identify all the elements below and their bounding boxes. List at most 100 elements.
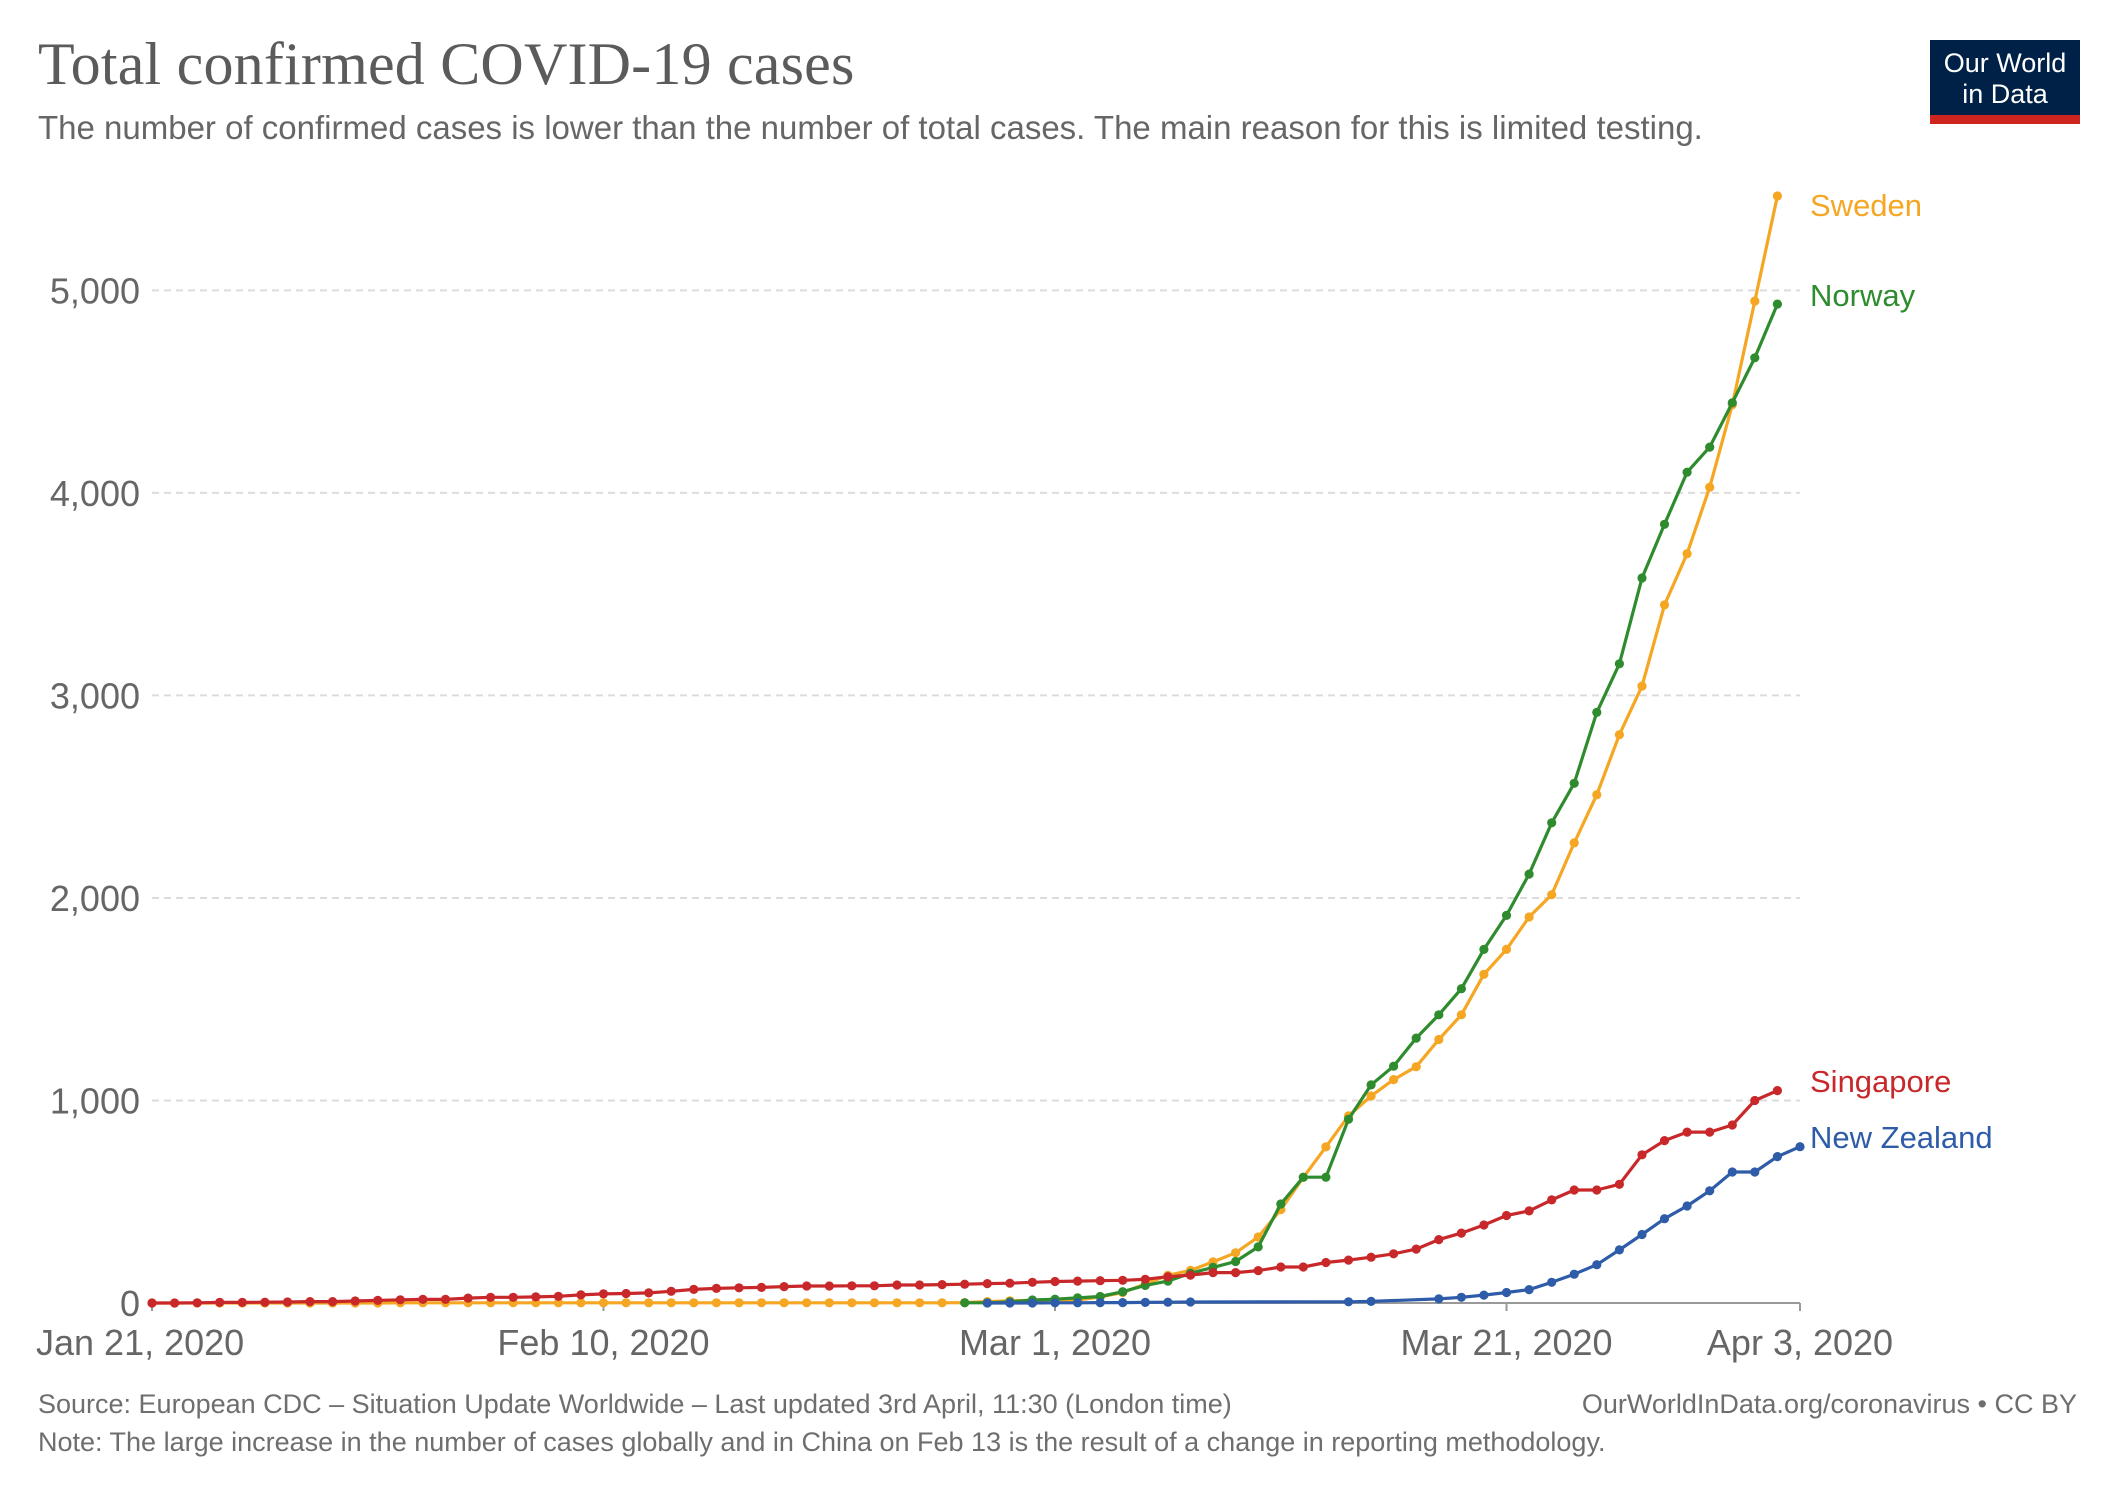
data-point [1389, 1075, 1399, 1085]
data-point [1501, 944, 1512, 955]
data-point [1524, 912, 1534, 922]
data-point [440, 1294, 451, 1304]
data-point [1637, 573, 1647, 583]
series-norway [960, 299, 1782, 1308]
data-point [1637, 1229, 1647, 1240]
data-point [1750, 353, 1760, 363]
y-tick-label: 4,000 [50, 473, 140, 514]
data-point [1592, 790, 1602, 800]
data-point [1750, 1095, 1760, 1106]
data-point [508, 1292, 518, 1302]
data-point [282, 1297, 293, 1307]
data-point [1750, 296, 1760, 306]
chart-subtitle: The number of confirmed cases is lower t… [38, 109, 1703, 146]
data-point [1547, 1277, 1557, 1287]
data-point [1434, 1010, 1444, 1020]
data-point [1027, 1298, 1037, 1308]
data-point [734, 1283, 744, 1293]
data-point [1005, 1278, 1015, 1288]
data-point [960, 1298, 970, 1308]
data-point [644, 1288, 654, 1298]
logo-red-bar [1930, 115, 2080, 124]
data-point [802, 1298, 812, 1308]
data-point [1614, 1245, 1624, 1255]
data-point [824, 1281, 834, 1291]
data-point [689, 1298, 699, 1308]
data-point [666, 1286, 676, 1296]
data-point [847, 1298, 857, 1308]
data-point [869, 1298, 880, 1308]
source-note: Source: European CDC – Situation Update … [38, 1389, 1232, 1419]
data-point [1366, 1091, 1376, 1101]
data-point [1569, 778, 1579, 788]
data-point [1501, 1210, 1512, 1221]
data-point [1705, 482, 1715, 492]
data-point [621, 1288, 631, 1299]
x-tick-label: Mar 21, 2020 [1400, 1322, 1612, 1363]
data-point [1501, 1287, 1512, 1298]
data-point [1501, 910, 1512, 921]
data-point [1231, 1248, 1241, 1258]
data-point [395, 1295, 405, 1305]
data-point [1434, 1034, 1444, 1045]
data-point [1005, 1298, 1015, 1308]
x-tick-label: Apr 3, 2020 [1707, 1322, 1893, 1363]
data-point [215, 1297, 225, 1307]
series-line [964, 303, 1779, 1305]
data-point [1727, 398, 1737, 408]
data-point [418, 1294, 428, 1304]
data-point [1185, 1297, 1196, 1307]
data-point [260, 1297, 270, 1307]
data-point [1659, 1214, 1670, 1224]
data-point [486, 1292, 496, 1302]
data-point [1163, 1297, 1173, 1307]
data-point [598, 1289, 609, 1299]
data-point [1050, 1276, 1060, 1287]
data-point [756, 1298, 767, 1308]
methodology-note: Note: The large increase in the number o… [38, 1427, 1606, 1457]
x-tick-label: Mar 1, 2020 [959, 1322, 1151, 1363]
y-tick-label: 0 [120, 1283, 140, 1324]
series-label: Sweden [1810, 188, 1922, 223]
data-point [960, 1279, 970, 1289]
data-point [1298, 1262, 1308, 1272]
data-point [892, 1298, 902, 1308]
data-point [1389, 1249, 1399, 1259]
data-point [1524, 869, 1534, 879]
data-point [1479, 1220, 1489, 1230]
data-point [1343, 1114, 1354, 1124]
data-point [779, 1282, 789, 1292]
data-point [1524, 1285, 1534, 1295]
data-point [553, 1298, 564, 1308]
data-point [711, 1283, 722, 1293]
data-point [1118, 1275, 1128, 1285]
data-point [1276, 1262, 1286, 1272]
source-link[interactable]: OurWorldInData.org/coronavirus • CC BY [1581, 1389, 2077, 1419]
owid-logo[interactable]: Our World in Data [1930, 40, 2080, 124]
series-label: New Zealand [1810, 1120, 1993, 1155]
data-point [1231, 1268, 1241, 1278]
data-point [1366, 1080, 1376, 1090]
data-point [847, 1281, 857, 1291]
x-axis: Jan 21, 2020 Feb 10, 2020 Mar 1, 2020 Mar 2… [36, 1302, 1893, 1363]
data-point [1682, 549, 1692, 559]
data-point [1253, 1266, 1263, 1276]
series-line [152, 1089, 1779, 1305]
data-point [1321, 1172, 1331, 1182]
y-tick-label: 2,000 [50, 878, 140, 919]
data-point [1727, 1120, 1737, 1130]
data-point [147, 1298, 157, 1308]
data-point [982, 1298, 992, 1308]
data-point [1321, 1142, 1331, 1152]
y-axis: 0 1,000 2,000 3,000 4,000 5,000 [50, 270, 140, 1324]
data-point [1411, 1033, 1421, 1043]
data-point [1366, 1252, 1376, 1262]
data-point [1524, 1206, 1534, 1216]
data-point [1479, 944, 1489, 955]
data-point [779, 1298, 789, 1308]
data-point [1592, 1260, 1602, 1270]
data-point [1095, 1298, 1105, 1308]
data-point [1456, 1292, 1466, 1302]
data-point [1614, 659, 1624, 669]
chart-title: Total confirmed COVID-19 cases [38, 31, 855, 97]
